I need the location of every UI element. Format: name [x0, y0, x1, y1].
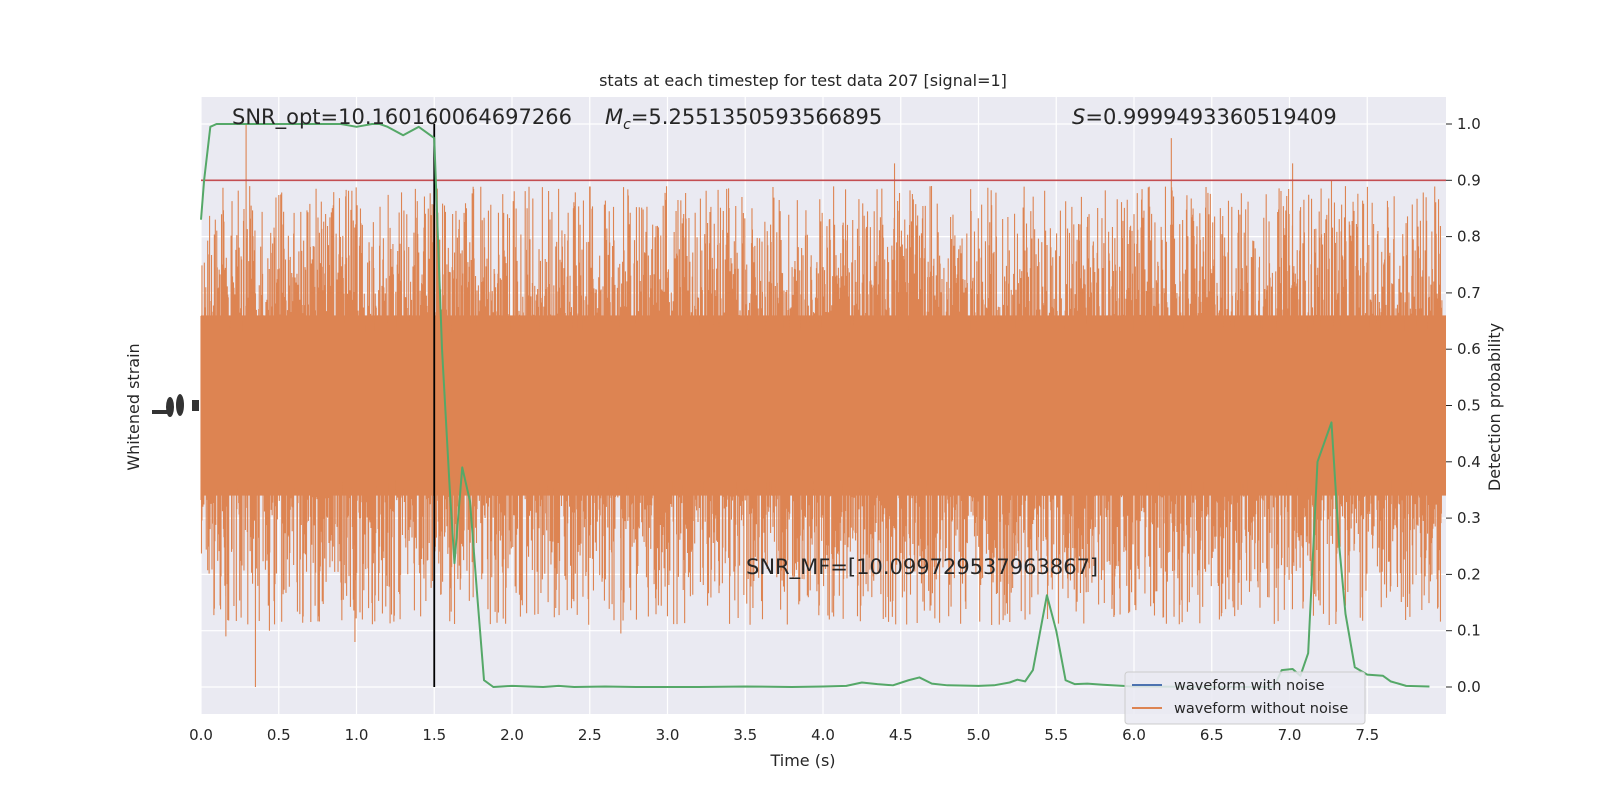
chirp-mass-value: =5.2551350593566895	[631, 105, 882, 129]
y-tick-label: 0.8	[1457, 228, 1481, 246]
x-tick-label: 3.0	[656, 726, 680, 744]
left-axis-overlapping-ticks	[152, 394, 199, 417]
s-value: =0.9999493360519409	[1085, 105, 1336, 129]
x-tick-label: 1.0	[345, 726, 369, 744]
s-annotation: S=0.9999493360519409	[1072, 105, 1337, 129]
x-tick-label: 4.5	[889, 726, 913, 744]
snr-mf-annotation: SNR_MF=[10.099729537963867]	[746, 555, 1098, 580]
chart-title: stats at each timestep for test data 207…	[599, 71, 1007, 90]
y-tick-label: 0.1	[1457, 622, 1481, 640]
waveform-without-noise-series	[200, 124, 1446, 687]
x-tick-label: 1.5	[422, 726, 446, 744]
chirp-mass-annotation: Mc=5.2551350593566895	[605, 105, 882, 133]
x-tick-label: 6.5	[1200, 726, 1224, 744]
left-y-axis-label: Whitened strain	[124, 343, 143, 470]
detection-probability-series	[200, 123, 1430, 688]
s-symbol: S	[1072, 105, 1085, 129]
chirp-mass-subscript: c	[623, 117, 631, 133]
left-tick-blob	[176, 394, 184, 416]
x-tick-label: 5.5	[1044, 726, 1068, 744]
x-tick-label: 6.0	[1122, 726, 1146, 744]
y-tick-label: 0.7	[1457, 284, 1481, 302]
y-tick-label: 0.5	[1457, 397, 1481, 415]
legend-box	[1124, 671, 1366, 725]
y-tick-label: 0.3	[1457, 509, 1481, 527]
strain-band-spikes	[200, 124, 1443, 687]
y-tick-label: 0.2	[1457, 565, 1481, 583]
x-tick-label: 0.0	[189, 726, 213, 744]
y-tick-label: 1.0	[1457, 115, 1481, 133]
left-tick-blob	[152, 410, 168, 414]
x-tick-label: 7.5	[1355, 726, 1379, 744]
x-tick-label: 4.0	[811, 726, 835, 744]
chirp-mass-symbol: M	[605, 105, 623, 129]
left-tick-blob	[166, 397, 174, 417]
x-axis-ticks: 0.0 0.5 1.0 1.5 2.0 2.5 3.0 3.5 4.0 4.5 5.0 5.5 6.0 6…	[189, 726, 1379, 744]
legend-label-with-noise: waveform with noise	[1174, 678, 1325, 694]
x-tick-label: 5.0	[967, 726, 991, 744]
y-tick-label: 0.6	[1457, 340, 1481, 358]
x-tick-label: 0.5	[267, 726, 291, 744]
legend-label-without-noise: waveform without noise	[1174, 701, 1348, 717]
probability-line-path	[200, 123, 1430, 688]
x-tick-label: 7.0	[1278, 726, 1302, 744]
y-tick-label: 0.9	[1457, 171, 1481, 189]
x-tick-label: 2.5	[578, 726, 602, 744]
left-tick-blob	[192, 400, 199, 411]
x-axis-label: Time (s)	[769, 751, 835, 770]
y-tick-label: 0.0	[1457, 678, 1481, 696]
right-y-axis-label: Detection probability	[1485, 323, 1504, 491]
y-tick-label: 0.4	[1457, 453, 1481, 471]
snr-opt-annotation: SNR_opt=10.160160064697266	[232, 105, 572, 130]
legend: waveform with noise waveform without noi…	[1124, 671, 1366, 725]
right-axis-ticks: 0.0 0.1 0.2 0.3 0.4 0.5 0.6 0.7 0.8 0.9 1.0	[1446, 115, 1481, 696]
x-tick-label: 2.0	[500, 726, 524, 744]
x-tick-label: 3.5	[733, 726, 757, 744]
